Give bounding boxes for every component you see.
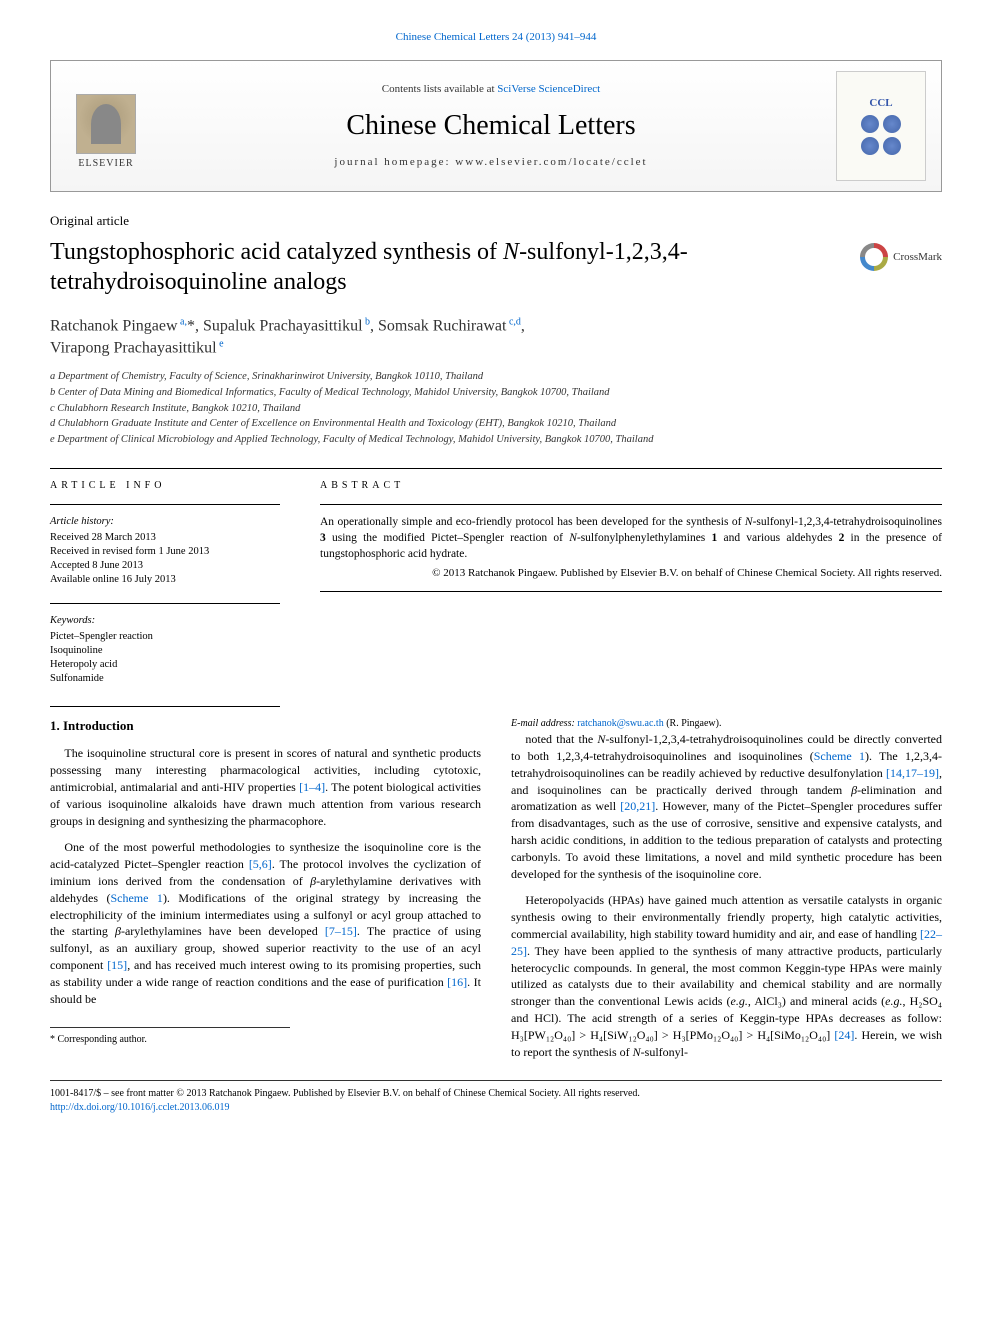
history-item: Accepted 8 June 2013 [50,559,280,573]
article-info-heading: ARTICLE INFO [50,479,280,493]
email-suffix: (R. Pingaew). [664,718,722,729]
author[interactable]: Supaluk Prachayasittikul [203,318,363,335]
email-label: E-mail address: [511,718,577,729]
footer-copyright: 1001-8417/$ – see front matter © 2013 Ra… [50,1087,942,1101]
keywords-label: Keywords: [50,614,280,628]
crossmark-label: CrossMark [893,250,942,265]
affiliation: e Department of Clinical Microbiology an… [50,432,942,448]
affiliation: d Chulabhorn Graduate Institute and Cent… [50,416,942,432]
ccl-badge: CCL [869,96,892,111]
divider [50,468,942,469]
divider [50,706,280,707]
ref-link[interactable]: [16] [447,975,467,989]
divider [50,603,280,604]
scheme-link[interactable]: Scheme 1 [814,749,865,763]
article-type: Original article [50,212,942,230]
ref-link[interactable]: [14,17–19] [886,766,939,780]
section-heading: 1. Introduction [50,717,481,735]
paragraph: One of the most powerful methodologies t… [50,839,481,1007]
divider [50,504,280,505]
abstract-column: ABSTRACT An operationally simple and eco… [320,479,942,686]
abstract-heading: ABSTRACT [320,479,942,493]
copyright-line: © 2013 Ratchanok Pingaew. Published by E… [320,566,942,581]
corresponding-label: * Corresponding author. [50,1033,290,1047]
aff-sup[interactable]: b [363,318,371,335]
elsevier-logo[interactable]: ELSEVIER [66,81,146,171]
history-label: Article history: [50,515,280,529]
contents-line: Contents lists available at SciVerse Sci… [146,82,836,97]
doi-link[interactable]: http://dx.doi.org/10.1016/j.cclet.2013.0… [50,1102,230,1113]
author-list: Ratchanok Pingaew a,*, Supaluk Prachayas… [50,315,942,359]
affiliation: b Center of Data Mining and Biomedical I… [50,385,942,401]
aff-sup[interactable]: a, [178,318,187,335]
ref-link[interactable]: [5,6] [249,857,272,871]
author[interactable]: Ratchanok Pingaew [50,318,178,335]
ref-link[interactable]: [20,21] [620,799,655,813]
paragraph: The isoquinoline structural core is pres… [50,745,481,829]
aff-sup[interactable]: e [217,340,224,357]
affiliation: a Department of Chemistry, Faculty of Sc… [50,369,942,385]
keyword: Isoquinoline [50,644,280,658]
article-info-column: ARTICLE INFO Article history: Received 2… [50,479,280,686]
divider [320,591,942,592]
journal-banner: ELSEVIER Contents lists available at Sci… [50,60,942,192]
ref-link[interactable]: [24] [834,1028,854,1042]
ref-link[interactable]: [1–4] [299,780,325,794]
author[interactable]: Virapong Prachayasittikul [50,340,217,357]
affiliation: c Chulabhorn Research Institute, Bangkok… [50,401,942,417]
sciencedirect-link[interactable]: SciVerse ScienceDirect [497,83,600,95]
ref-link[interactable]: [7–15] [325,924,357,938]
history-item: Received in revised form 1 June 2013 [50,545,280,559]
journal-homepage: journal homepage: www.elsevier.com/locat… [146,155,836,170]
ref-link[interactable]: [22–25] [511,927,942,958]
elsevier-label: ELSEVIER [78,157,133,171]
journal-name: Chinese Chemical Letters [146,107,836,145]
keyword: Sulfonamide [50,672,280,686]
email-link[interactable]: ratchanok@swu.ac.th [577,718,663,729]
history-item: Available online 16 July 2013 [50,573,280,587]
ccl-molecules-icon [861,115,901,155]
ccl-cover-thumb[interactable]: CCL [836,71,926,181]
history-item: Received 28 March 2013 [50,531,280,545]
keyword: Heteropoly acid [50,658,280,672]
crossmark-badge[interactable]: CrossMark [860,243,942,271]
scheme-link[interactable]: Scheme 1 [110,891,162,905]
page-footer: 1001-8417/$ – see front matter © 2013 Ra… [50,1080,942,1115]
journal-citation-link[interactable]: Chinese Chemical Letters 24 (2013) 941–9… [50,30,942,45]
affiliations: a Department of Chemistry, Faculty of Sc… [50,369,942,448]
crossmark-icon [860,243,888,271]
banner-center: Contents lists available at SciVerse Sci… [146,82,836,169]
author[interactable]: Somsak Ruchirawat [378,318,506,335]
paragraph: Heteropolyacids (HPAs) have gained much … [511,892,942,1060]
elsevier-tree-icon [76,94,136,154]
aff-sup[interactable]: c,d [506,318,520,335]
divider [320,504,942,505]
ref-link[interactable]: [15] [107,958,127,972]
keyword: Pictet–Spengler reaction [50,630,280,644]
paragraph: noted that the N-sulfonyl-1,2,3,4-tetrah… [511,731,942,882]
abstract-text: An operationally simple and eco-friendly… [320,515,942,562]
article-title: Tungstophosphoric acid catalyzed synthes… [50,237,840,297]
body-text: 1. Introduction The isoquinoline structu… [50,717,942,1060]
